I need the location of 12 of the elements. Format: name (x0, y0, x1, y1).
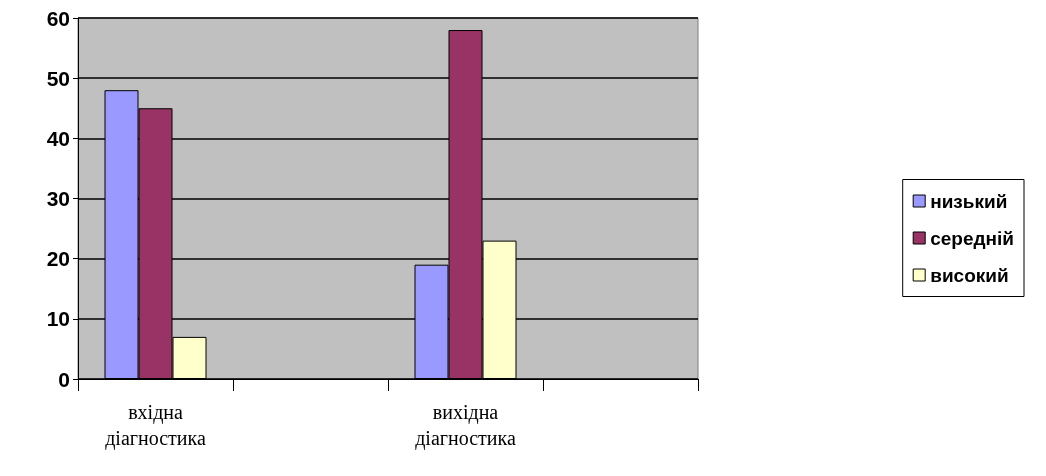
y-tick-label: 40 (46, 126, 70, 150)
y-tick-label: 10 (46, 307, 70, 331)
y-tick-label: 20 (46, 247, 70, 271)
y-tick-label: 0 (58, 367, 70, 391)
x-tick-label: вихідна діагностика (415, 401, 516, 450)
y-tick-label: 30 (46, 187, 70, 210)
y-tick-label: 60 (46, 6, 70, 30)
x-tick-label: вхідна діагностика (105, 401, 206, 450)
legend-label: середній (930, 227, 1015, 249)
legend-label: низький (930, 190, 1008, 212)
legend-label: високий (930, 264, 1009, 286)
y-tick-label: 50 (46, 66, 70, 90)
